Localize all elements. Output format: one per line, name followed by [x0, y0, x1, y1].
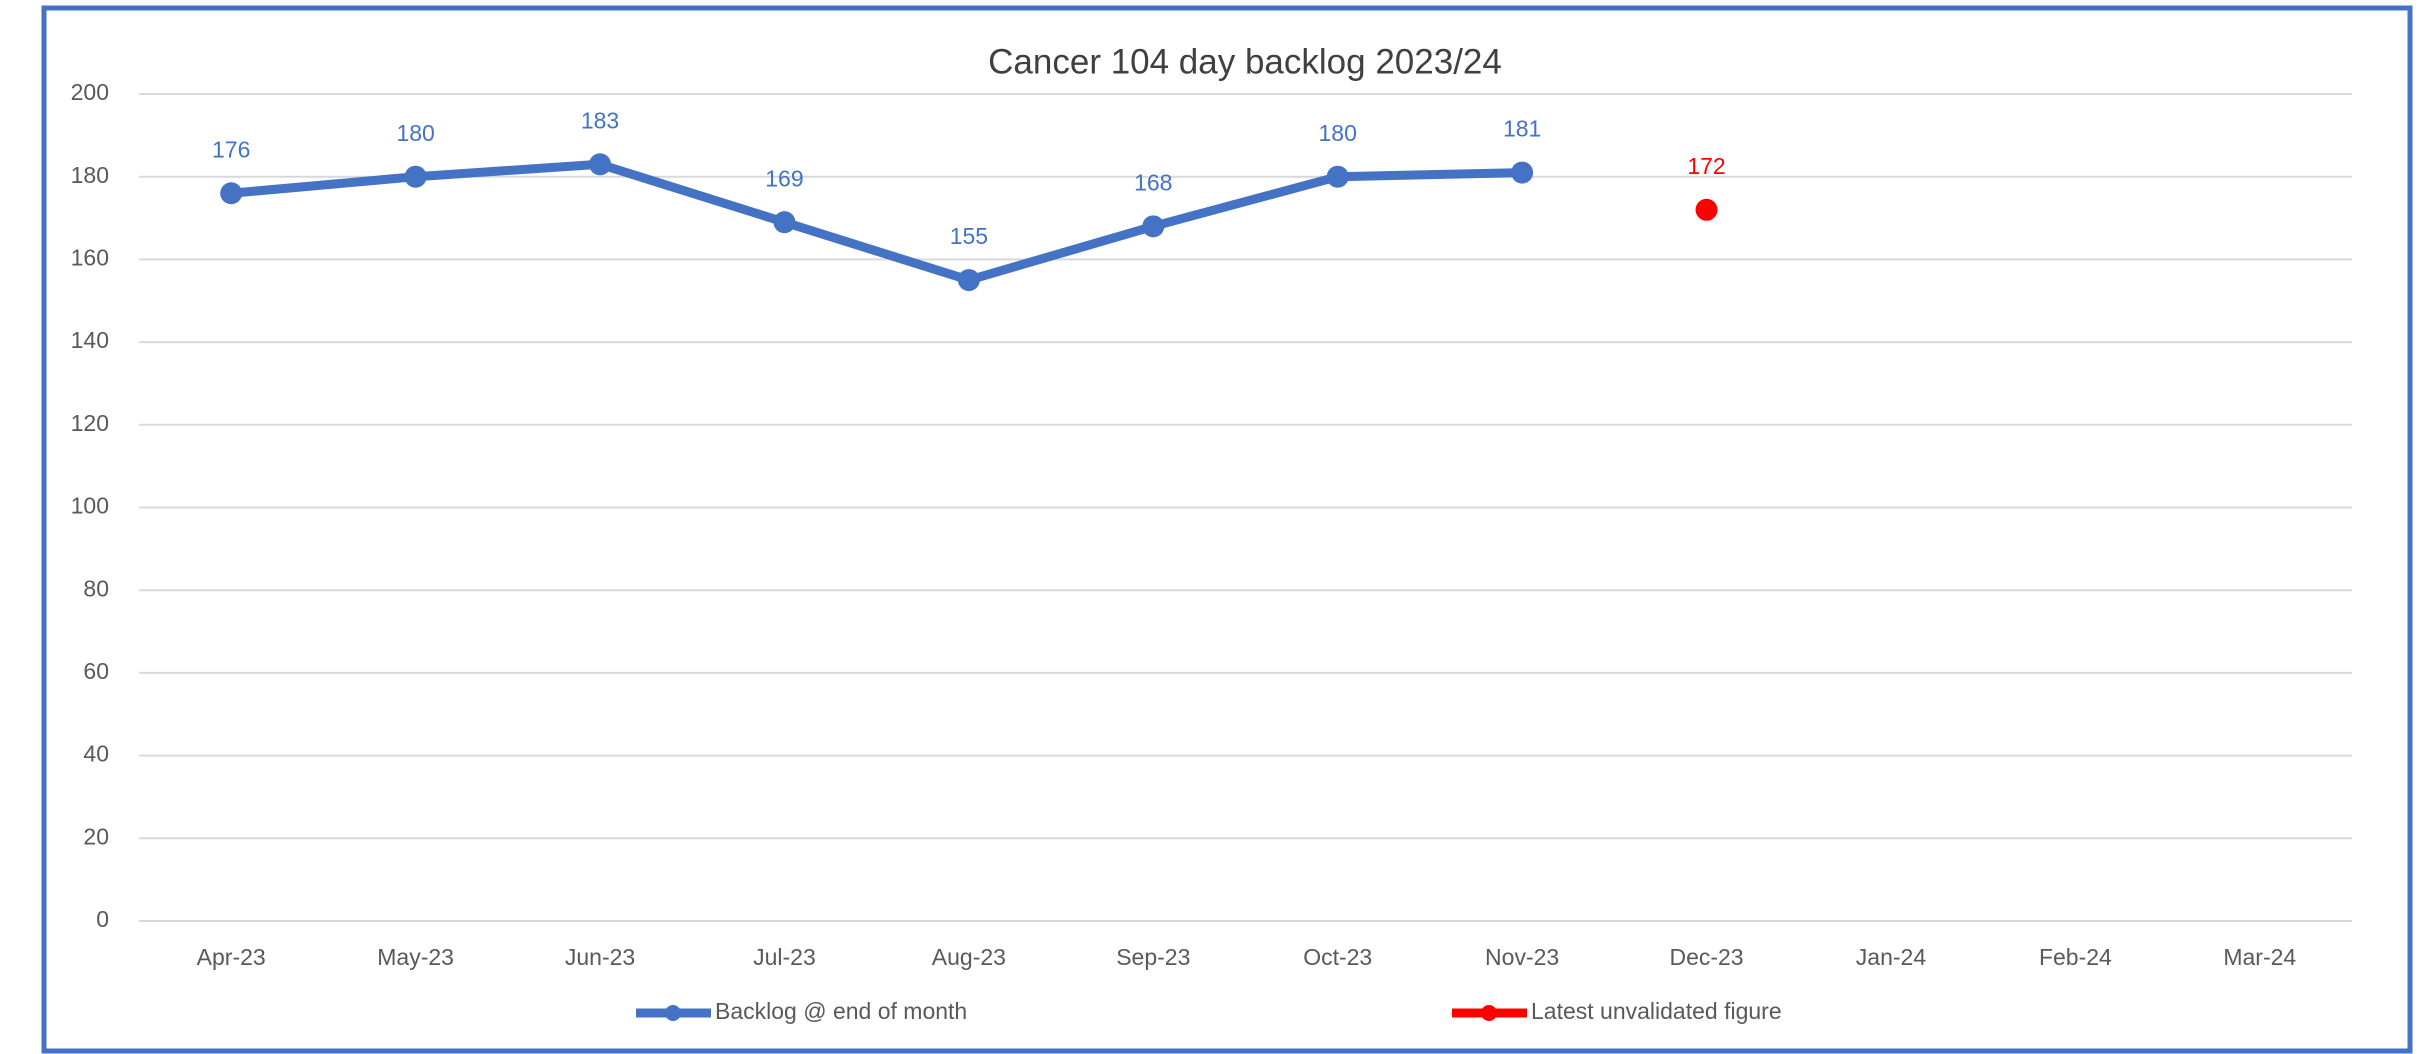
data-label: 180 — [1319, 120, 1357, 146]
x-tick-label: Dec-23 — [1669, 944, 1743, 970]
x-tick-label: Nov-23 — [1485, 944, 1559, 970]
legend-marker — [665, 1005, 681, 1021]
data-point — [957, 269, 980, 292]
data-point — [589, 153, 612, 176]
x-tick-label: Sep-23 — [1116, 944, 1190, 970]
y-tick-label: 80 — [83, 575, 109, 601]
legend-label: Latest unvalidated figure — [1531, 998, 1782, 1024]
data-label: 180 — [396, 120, 434, 146]
data-label: 181 — [1503, 116, 1541, 142]
series-line — [230, 159, 1523, 285]
y-tick-label: 100 — [71, 493, 109, 519]
y-tick-label: 200 — [71, 79, 109, 105]
x-tick-label: Mar-24 — [2223, 944, 2296, 970]
x-tick-label: Jul-23 — [753, 944, 816, 970]
y-tick-label: 140 — [71, 327, 109, 353]
legend-label: Backlog @ end of month — [715, 998, 967, 1024]
y-tick-label: 60 — [83, 658, 109, 684]
data-point — [1511, 161, 1534, 184]
y-tick-label: 0 — [96, 906, 109, 932]
data-label: 176 — [212, 136, 250, 162]
x-tick-label: Oct-23 — [1303, 944, 1372, 970]
data-label: 169 — [765, 165, 803, 191]
legend-marker — [1481, 1005, 1497, 1021]
data-label: 155 — [950, 223, 988, 249]
x-tick-label: Jun-23 — [565, 944, 635, 970]
chart-title: Cancer 104 day backlog 2023/24 — [988, 42, 1502, 81]
data-point — [220, 182, 243, 205]
data-point — [1695, 198, 1718, 221]
y-tick-label: 40 — [83, 741, 109, 767]
x-tick-label: Apr-23 — [197, 944, 266, 970]
x-tick-label: Aug-23 — [932, 944, 1006, 970]
y-tick-label: 180 — [71, 162, 109, 188]
data-point — [1142, 215, 1165, 238]
y-tick-label: 20 — [83, 823, 109, 849]
data-point — [1326, 165, 1349, 188]
chart-border — [41, 5, 2413, 1054]
data-point — [404, 165, 427, 188]
y-tick-label: 120 — [71, 410, 109, 436]
data-label: 168 — [1134, 169, 1172, 195]
x-tick-label: Jan-24 — [1856, 944, 1927, 970]
x-tick-label: May-23 — [377, 944, 454, 970]
data-label: 172 — [1687, 153, 1725, 179]
data-label: 183 — [581, 107, 619, 133]
data-point — [773, 211, 796, 234]
x-tick-label: Feb-24 — [2039, 944, 2112, 970]
y-tick-label: 160 — [71, 244, 109, 270]
